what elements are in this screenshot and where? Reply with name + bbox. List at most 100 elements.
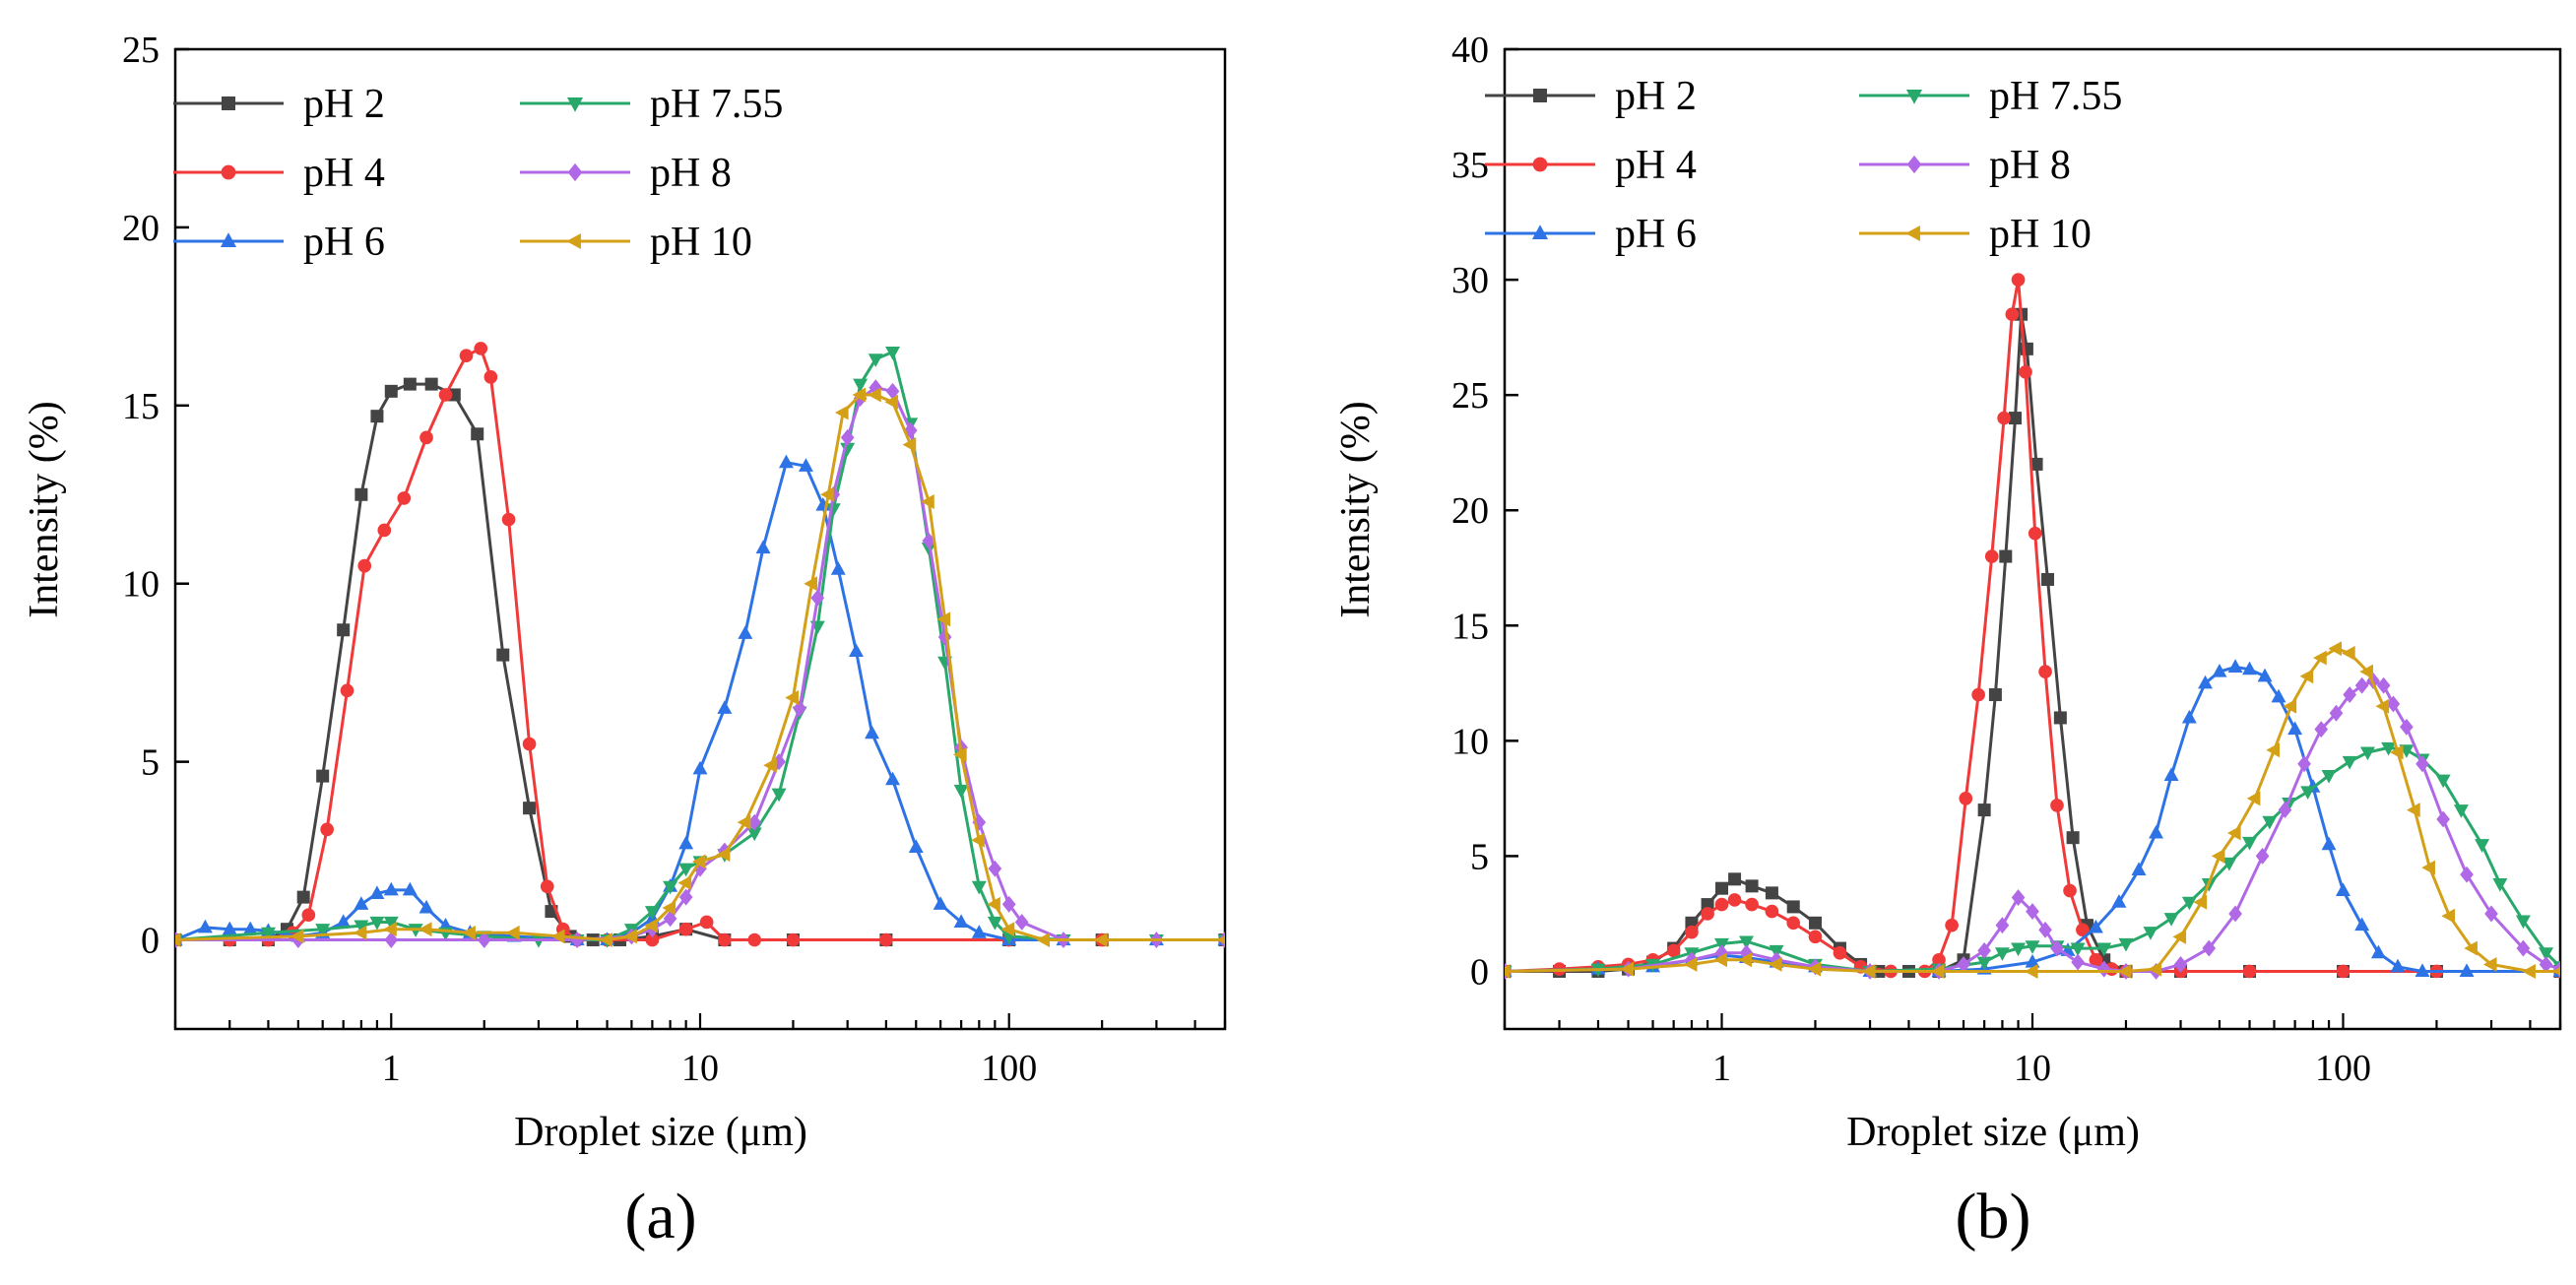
- legend-item-ph10-b: pH 10: [1859, 212, 2092, 257]
- data-point-ph7_55-b: [2453, 804, 2469, 818]
- data-point-ph10-b: [2024, 963, 2038, 979]
- data-point-ph4-b: [1932, 952, 1946, 967]
- data-point-ph4-b: [1745, 897, 1759, 912]
- data-point-ph6-b: [2390, 958, 2406, 973]
- data-point-ph6-a: [197, 919, 213, 933]
- data-point-ph2-a: [354, 487, 368, 501]
- y-tick-label-b: 5: [1470, 836, 1489, 877]
- data-point-ph7_55-a: [383, 916, 399, 931]
- data-point-ph6-a: [222, 921, 237, 935]
- data-point-ph10-a: [785, 690, 799, 705]
- plot-frame-a: [173, 47, 1227, 1031]
- data-point-ph4-b: [1786, 916, 1801, 931]
- data-point-ph7_55-a: [663, 880, 678, 895]
- data-point-ph10-a: [716, 847, 731, 863]
- data-point-ph10-b: [2342, 645, 2355, 661]
- data-point-ph10-a: [644, 918, 658, 933]
- data-point-ph7_55-b: [2539, 947, 2554, 961]
- data-point-ph8-b: [1957, 955, 1970, 973]
- panel-a: 0 5 10 15 20 25 1 10 100 Droplet size (μm) Intensi…: [22, 30, 1227, 1253]
- data-point-ph6-b: [2336, 882, 2351, 897]
- data-point-ph10-b: [2148, 961, 2162, 977]
- series-line-ph4-a: [175, 347, 1225, 941]
- data-point-ph6-a: [354, 896, 369, 910]
- data-point-ph10-b: [1807, 961, 1822, 977]
- legend-item-ph7_55-b: pH 7.55: [1859, 74, 2122, 119]
- data-point-ph10-a: [1094, 932, 1108, 948]
- data-point-ph7_55-b: [2222, 857, 2237, 871]
- y-tick-label-b: 0: [1470, 951, 1489, 993]
- legend-label-ph10-b: pH 10: [1989, 212, 2092, 257]
- data-point-ph10-a: [418, 922, 432, 937]
- data-point-ph6-a: [865, 725, 879, 739]
- series-line-ph7_55-b: [1505, 745, 2560, 973]
- legend-item-ph4-a: pH 4: [173, 151, 385, 196]
- data-point-ph6-a: [678, 835, 694, 850]
- data-point-ph8-b: [2415, 755, 2429, 773]
- data-point-ph10-a: [175, 932, 181, 948]
- data-point-ph10-b: [1861, 963, 1876, 979]
- data-point-ph10-a: [505, 925, 520, 940]
- data-point-ph4-b: [2050, 799, 2064, 812]
- data-point-ph10-a: [353, 925, 367, 940]
- data-point-ph4-a: [699, 915, 714, 930]
- data-point-ph6-a: [849, 643, 864, 657]
- data-point-ph8-a: [988, 860, 1002, 877]
- data-point-ph4-b: [2019, 364, 2032, 379]
- y-tick-label-a: 5: [141, 742, 160, 784]
- data-point-ph6-b: [2149, 824, 2164, 839]
- legend-item-ph2-b: pH 2: [1485, 74, 1697, 119]
- data-point-ph7_55-a: [260, 927, 276, 941]
- data-point-ph4-b: [1714, 897, 1729, 912]
- data-point-ph10-a: [623, 929, 637, 944]
- data-point-ph6-a: [778, 454, 794, 469]
- data-point-ph7_55-a: [971, 880, 987, 895]
- data-point-ph4-a: [438, 388, 453, 402]
- legend-label-ph4-a: pH 4: [303, 151, 385, 196]
- data-point-ph10-a: [952, 746, 967, 762]
- legend-b: pH 2 pH 4 pH 6 pH 7.55 pH 8 pH 10: [1485, 74, 2122, 257]
- data-point-ph10-b: [2421, 860, 2435, 875]
- data-point-ph6-a: [738, 625, 753, 639]
- x-tick-label-a: 1: [382, 1048, 401, 1089]
- legend-label-ph2-b: pH 2: [1615, 74, 1697, 119]
- data-point-ph8-a: [663, 910, 677, 928]
- data-point-ph10-b: [2246, 791, 2261, 806]
- x-axis-label-b: Droplet size (μm): [1846, 1110, 2140, 1155]
- data-point-ph2-a: [523, 802, 537, 815]
- data-point-ph2-b: [1728, 872, 1742, 886]
- data-point-ph10-a: [804, 576, 818, 592]
- data-point-ph8-a: [772, 753, 786, 771]
- data-point-ph7_55-b: [2282, 798, 2297, 811]
- y-tick-label-a: 0: [141, 921, 160, 962]
- data-point-ph6-b: [2370, 944, 2386, 959]
- series-ph4-a: [175, 342, 1225, 947]
- data-point-ph4-b: [1945, 918, 1959, 932]
- data-point-ph8-b: [1770, 951, 1783, 969]
- y-tick-label-a: 10: [122, 564, 160, 606]
- data-point-ph7_55-a: [840, 442, 856, 457]
- legend-label-ph8-a: pH 8: [650, 151, 732, 196]
- data-point-ph8-a: [922, 532, 936, 549]
- data-point-ph8-a: [793, 699, 806, 717]
- data-point-ph4-b: [2005, 307, 2020, 322]
- data-point-ph7_55-b: [2163, 913, 2179, 927]
- data-point-ph7_55-b: [2435, 774, 2451, 789]
- data-point-ph10-a: [921, 494, 934, 509]
- data-point-ph10-a: [971, 832, 985, 848]
- y-tick-label-a: 15: [122, 386, 160, 427]
- y-tick-label-a: 25: [122, 30, 160, 71]
- data-point-ph2-b: [1988, 688, 2002, 702]
- data-point-ph10-b: [2172, 929, 2187, 944]
- data-point-ph7_55-a: [853, 378, 869, 393]
- data-point-ph10-b: [2226, 825, 2241, 841]
- data-point-ph6-b: [2198, 675, 2213, 689]
- data-point-ph6-a: [971, 925, 987, 938]
- data-point-ph10-a: [902, 437, 917, 453]
- data-point-ph4-b: [1666, 943, 1681, 958]
- series-ph10-b: [1505, 641, 2560, 979]
- data-point-ph8-b: [2400, 718, 2414, 736]
- data-point-ph2-a: [316, 769, 330, 783]
- legend-marker-ph2-a: [222, 96, 235, 110]
